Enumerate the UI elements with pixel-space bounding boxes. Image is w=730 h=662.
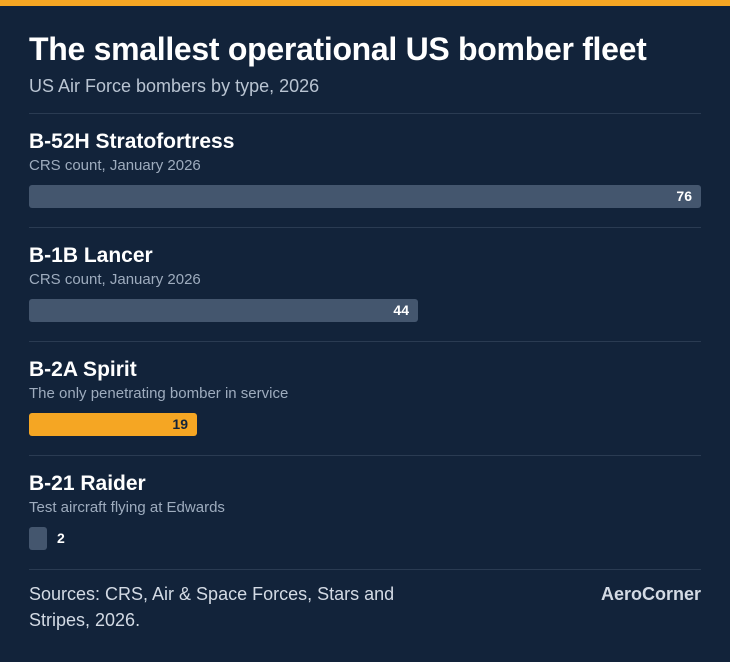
bar [29,299,418,322]
bar-value-label: 44 [393,302,409,318]
chart-title: The smallest operational US bomber fleet [29,31,647,67]
divider [29,455,701,456]
bar-track: 19 [29,413,701,436]
bar-list: B-52H Stratofortress CRS count, January 2… [29,114,701,570]
category-label: B-1B Lancer [29,244,153,267]
category-description: CRS count, January 2026 [29,271,201,288]
bar [29,413,197,436]
bar-track: 76 [29,185,701,208]
bar-value-label: 2 [57,530,65,546]
bar-row: B-2A Spirit The only penetrating bomber i… [29,342,701,455]
source-note: Sources: CRS, Air & Space Forces, Stars … [29,584,395,630]
bar-row: B-21 Raider Test aircraft flying at Edwar… [29,456,701,569]
category-label: B-2A Spirit [29,358,137,381]
category-description: The only penetrating bomber in service [29,385,289,402]
chart-footer: Sources: CRS, Air & Space Forces, Stars … [29,570,701,640]
chart-subtitle: US Air Force bombers by type, 2026 [29,76,320,96]
bar-row: B-1B Lancer CRS count, January 2026 44 [29,228,701,341]
category-label: B-52H Stratofortress [29,130,235,153]
divider [29,113,701,114]
category-description: Test aircraft flying at Edwards [29,499,225,516]
bar-value-label: 19 [172,416,188,432]
bar-track: 2 [29,527,701,550]
bar-track: 44 [29,299,701,322]
category-description: CRS count, January 2026 [29,157,201,174]
category-label: B-21 Raider [29,472,146,495]
bar-row: B-52H Stratofortress CRS count, January 2… [29,114,701,227]
divider [29,227,701,228]
bar [29,185,701,208]
bar [29,527,47,550]
divider [29,341,701,342]
brand-logo-text: AeroCorner [600,584,701,604]
bar-value-label: 76 [676,188,692,204]
divider [29,569,701,570]
